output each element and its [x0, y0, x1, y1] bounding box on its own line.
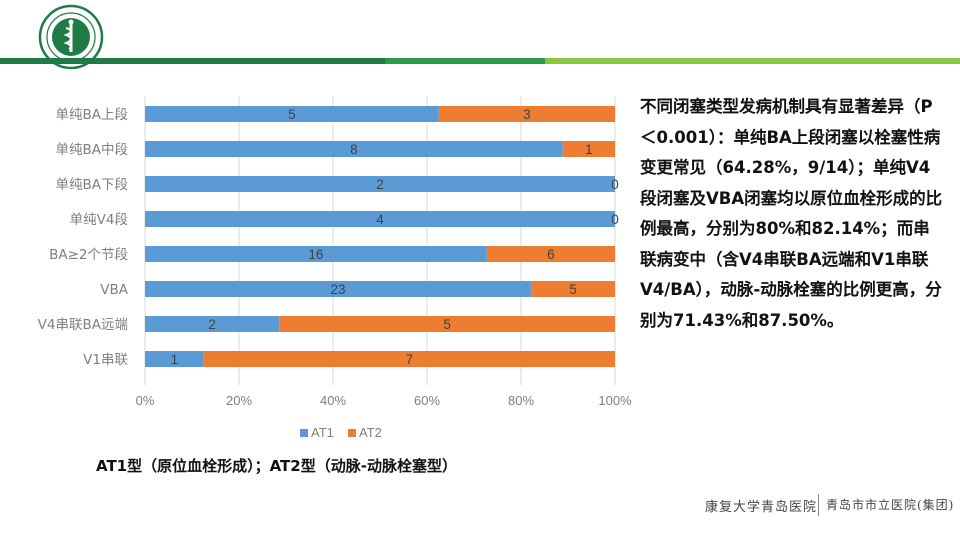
data-label-at2: 7 [406, 352, 414, 367]
data-label-at1: 5 [288, 107, 296, 122]
data-label-at1: 4 [376, 212, 384, 227]
x-tick-label: 20% [226, 393, 252, 408]
category-label: 单纯BA中段 [56, 142, 129, 158]
bar-at2 [203, 351, 615, 367]
category-label: BA≥2个节段 [49, 247, 128, 263]
bar-at1 [145, 246, 487, 262]
data-label-at2: 0 [611, 177, 619, 192]
data-label-at2: 6 [547, 247, 555, 262]
hospital-emblem-icon [38, 4, 104, 70]
header-divider [0, 58, 960, 64]
x-tick-label: 40% [320, 393, 346, 408]
data-label-at2: 5 [443, 317, 451, 332]
data-label-at1: 23 [331, 282, 346, 297]
stacked-bar-chart: 0% 20% 40% 60% 80% 100% 单纯BA上段 5 3 单纯BA中段 8 1 单纯BA下段… [38, 96, 632, 440]
x-tick-label: 60% [414, 393, 440, 408]
legend-label: AT2 [359, 425, 382, 440]
legend-swatch [300, 429, 308, 437]
description-text: 不同闭塞类型发病机制具有显著差异（P＜0.001）：单纯BA上段闭塞以栓塞性病变… [640, 97, 943, 330]
data-label-at1: 2 [208, 317, 216, 332]
x-tick-label: 0% [136, 393, 155, 408]
x-tick-label: 80% [508, 393, 534, 408]
data-label-at2: 3 [523, 107, 531, 122]
bar-at1 [145, 211, 615, 227]
footer-hospital-name-left: 康复大学青岛医院 [705, 500, 818, 515]
bar-at2 [531, 281, 615, 297]
bar-at2 [279, 316, 615, 332]
data-label-at2: 5 [569, 282, 577, 297]
bar-at2 [438, 106, 615, 122]
category-label: 单纯V4段 [70, 212, 128, 228]
bar-at2 [562, 141, 615, 157]
chart-caption: AT1型（原位血栓形成）；AT2型（动脉-动脉栓塞型） [96, 457, 457, 475]
footer-hospital-name-right: 青岛市市立医院(集团) [826, 498, 955, 512]
bar-at1 [145, 316, 280, 332]
data-label-at1: 2 [376, 177, 384, 192]
bar-at1 [145, 106, 439, 122]
bar-at1 [145, 351, 204, 367]
bar-at1 [145, 281, 532, 297]
legend-label: AT1 [311, 425, 334, 440]
category-label: 单纯BA下段 [56, 177, 129, 193]
bar-at1 [145, 141, 563, 157]
bar-at1 [145, 176, 615, 192]
data-label-at2: 1 [585, 142, 593, 157]
category-label: 单纯BA上段 [56, 107, 129, 123]
data-label-at2: 0 [611, 212, 619, 227]
legend-swatch [348, 429, 356, 437]
category-label: VBA [100, 282, 128, 298]
data-label-at1: 8 [350, 142, 358, 157]
footer-separator [818, 494, 819, 516]
category-label: V4串联BA远端 [38, 317, 128, 333]
category-label: V1串联 [83, 352, 128, 368]
data-label-at1: 1 [171, 352, 179, 367]
x-tick-label: 100% [598, 393, 632, 408]
bar-at2 [486, 246, 615, 262]
data-label-at1: 16 [308, 247, 323, 262]
